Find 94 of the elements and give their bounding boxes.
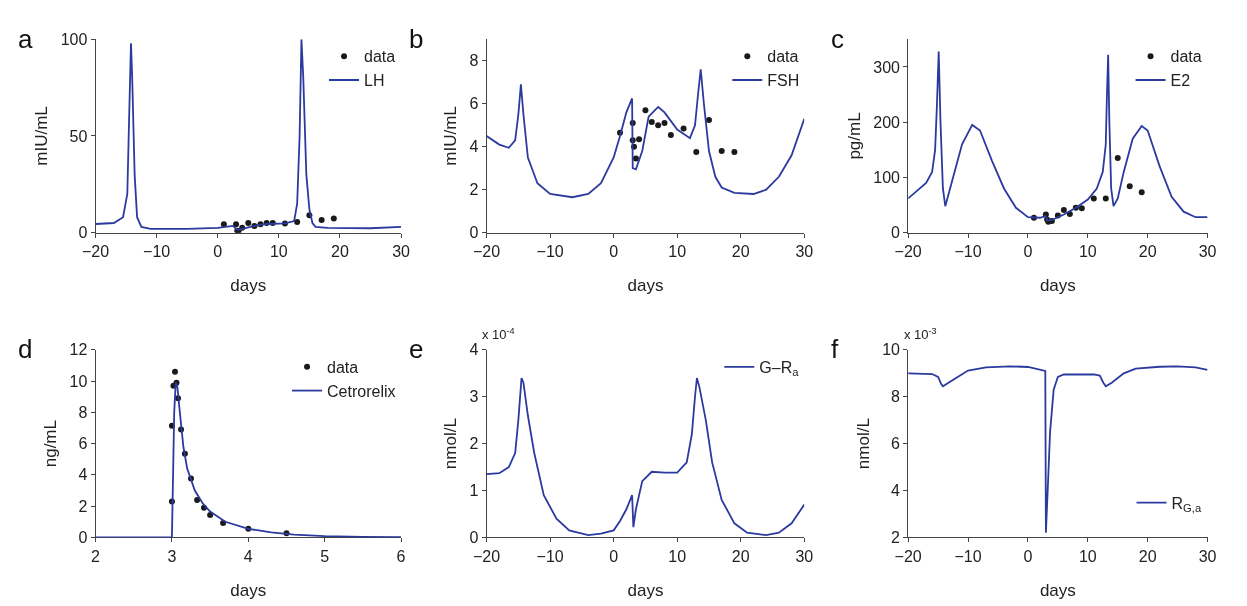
x-axis-title: days [627, 276, 664, 296]
y-tick-label: 0 [891, 224, 901, 242]
y-axis-title: mIU/mL [441, 106, 461, 166]
y-tick-label: 300 [873, 58, 901, 76]
x-tick-label: 5 [320, 547, 330, 565]
legend-label: FSH [767, 72, 800, 90]
y-tick-label: 8 [78, 403, 88, 421]
y-axis-title: ng/mL [41, 420, 61, 468]
x-tick-label: −10 [536, 242, 564, 260]
y-tick-label: 10 [69, 372, 88, 390]
y-tick-label: 100 [60, 30, 88, 48]
y-tick-label: 6 [78, 435, 88, 453]
x-tick-label: 10 [668, 242, 687, 260]
y-tick-label: 0 [469, 224, 479, 242]
y-tick-label: 6 [469, 95, 479, 113]
x-tick-label: 10 [1078, 242, 1097, 260]
x-axis-title: days [230, 276, 267, 296]
x-tick-label: −20 [473, 242, 501, 260]
y-tick-label: 4 [78, 466, 88, 484]
x-tick-label: 0 [1023, 547, 1033, 565]
y-tick-label: 3 [469, 388, 479, 406]
x-tick-label: −20 [894, 547, 922, 565]
y-tick-label: 2 [78, 497, 88, 515]
text: e [409, 334, 424, 364]
y-tick-label: 6 [891, 435, 901, 453]
text: c [831, 24, 844, 54]
x-tick-label: 10 [668, 547, 687, 565]
x-tick-label: −10 [536, 547, 564, 565]
x-tick-label: 30 [1198, 242, 1217, 260]
text: x 10$^{-4}$ [482, 326, 515, 343]
legend-label: Cetrorelix [327, 382, 396, 400]
legend-label: G–R$_{a}$ [759, 359, 800, 379]
text: f [831, 334, 839, 364]
x-tick-label: 0 [1023, 242, 1033, 260]
x-tick-label: 20 [331, 242, 349, 260]
y-tick-label: 200 [873, 113, 901, 131]
x-tick-label: 10 [1078, 547, 1097, 565]
legend-label: data [767, 48, 799, 66]
legend-label: data [1170, 48, 1202, 66]
x-tick-label: 0 [609, 547, 619, 565]
x-tick-label: 6 [396, 547, 406, 565]
x-tick-label: 20 [1138, 547, 1157, 565]
y-tick-label: 8 [469, 52, 479, 70]
x-tick-label: 20 [731, 547, 750, 565]
y-tick-label: 4 [469, 341, 479, 359]
y-tick-label: 4 [469, 138, 479, 156]
x-tick-label: 4 [243, 547, 253, 565]
x-tick-label: 3 [167, 547, 177, 565]
y-tick-label: 2 [891, 529, 901, 546]
y-tick-label: 2 [469, 435, 479, 453]
legend-label: E2 [1170, 72, 1191, 90]
text: b [409, 24, 424, 54]
x-tick-label: −10 [954, 547, 982, 565]
y-tick-label: 0 [469, 529, 479, 546]
x-tick-label: −20 [81, 242, 110, 260]
x-tick-label: 30 [392, 242, 411, 260]
x-tick-label: 30 [795, 547, 814, 565]
y-tick-label: 4 [891, 482, 901, 500]
y-tick-label: 1 [469, 482, 479, 500]
y-tick-label: 12 [69, 341, 88, 359]
x-tick-label: 20 [1138, 242, 1157, 260]
x-tick-label: 30 [795, 242, 814, 260]
y-tick-label: 50 [69, 127, 88, 145]
y-tick-label: 100 [873, 169, 901, 187]
y-axis-title: nmol/L [853, 418, 873, 470]
x-tick-label: 2 [91, 547, 101, 565]
y-axis-title: pg/mL [844, 112, 864, 160]
y-tick-label: 2 [469, 181, 479, 199]
text: x 10$^{-3}$ [904, 326, 937, 343]
x-axis-title: days [1039, 581, 1076, 600]
x-tick-label: −10 [954, 242, 982, 260]
y-axis-title: mIU/mL [32, 106, 52, 166]
legend-label: data [327, 359, 359, 377]
y-tick-label: 0 [78, 224, 88, 242]
legend-label: LH [364, 72, 385, 90]
legend-label: data [364, 48, 396, 66]
x-tick-label: 20 [731, 242, 750, 260]
x-tick-label: 10 [269, 242, 288, 260]
y-axis-title: nmol/L [441, 418, 461, 470]
x-axis-title: days [627, 581, 664, 600]
x-tick-label: −10 [143, 242, 171, 260]
legend-label: R$_{G,a}$ [1171, 494, 1202, 515]
x-tick-label: 0 [609, 242, 619, 260]
y-tick-label: 10 [882, 341, 901, 359]
y-tick-label: 0 [78, 529, 88, 546]
x-axis-title: days [1039, 276, 1076, 296]
x-axis-title: days [230, 581, 267, 600]
y-tick-label: 8 [891, 388, 901, 406]
text: a [18, 24, 33, 54]
x-tick-label: 30 [1198, 547, 1217, 565]
x-tick-label: 0 [213, 242, 223, 260]
x-tick-label: −20 [894, 242, 922, 260]
text: d [18, 334, 33, 364]
x-tick-label: −20 [473, 547, 501, 565]
